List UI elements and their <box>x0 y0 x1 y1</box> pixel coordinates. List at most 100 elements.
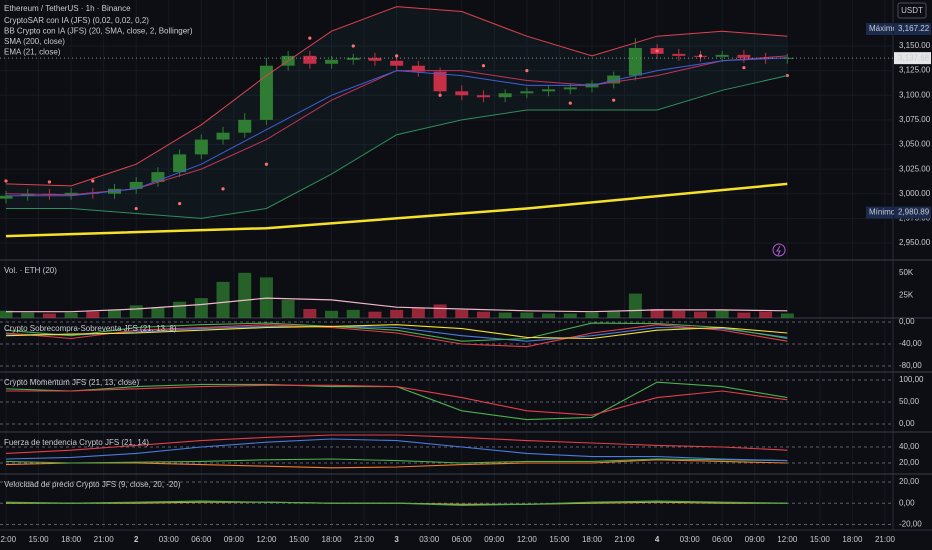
candle-body <box>325 59 339 64</box>
volume-bar <box>129 305 143 318</box>
series-line <box>5 434 788 454</box>
candle-body <box>390 60 404 66</box>
candle-body <box>433 71 447 92</box>
volume-bar <box>759 311 773 318</box>
x-tick-label: 15:00 <box>549 535 570 544</box>
x-tick-label: 21:00 <box>875 535 896 544</box>
candle-body <box>780 57 794 59</box>
candle-body <box>129 181 143 189</box>
candle-body <box>476 95 490 98</box>
volume-bar <box>433 304 447 318</box>
y-tick-label: 50,00 <box>899 397 920 406</box>
sar-dot <box>134 206 138 211</box>
pane-title: Velocidad de precio Crypto JFS (9, close… <box>4 480 181 489</box>
volume-bar <box>672 310 686 318</box>
volume-bar <box>303 308 317 318</box>
volume-bar <box>42 313 56 318</box>
candle-body <box>607 75 621 84</box>
volume-bar <box>21 312 35 318</box>
last-price-badge <box>894 52 931 65</box>
price-badge <box>894 23 931 36</box>
x-tick-label: 3 <box>394 535 399 544</box>
pane <box>0 6 893 244</box>
y-tick-label: 100,00 <box>899 375 924 384</box>
pane <box>0 434 893 469</box>
candle-body <box>737 54 751 58</box>
legend-entry: SMA (200, close) <box>4 37 65 46</box>
legend-entry: EMA (21, close) <box>4 48 61 57</box>
x-tick-label: 18:00 <box>842 535 863 544</box>
candle-body <box>194 139 208 155</box>
candle-body <box>715 54 729 57</box>
x-tick-label: 15:00 <box>29 535 50 544</box>
sar-dot <box>178 202 182 206</box>
price-badge-label: 3,167.22 <box>898 24 930 33</box>
x-tick-label: 06:00 <box>191 535 212 544</box>
x-tick-label: 06:00 <box>712 535 733 544</box>
sar-dot <box>351 44 355 48</box>
x-tick-label: 21:00 <box>354 535 375 544</box>
series-line <box>6 57 788 197</box>
volume-bar <box>737 312 751 318</box>
currency-button[interactable] <box>897 2 927 19</box>
y-tick-label: 20,00 <box>899 477 920 486</box>
x-tick-label: 03:00 <box>419 535 440 544</box>
x-tick-label: 12:00 <box>256 535 277 544</box>
x-tick-label: 18:00 <box>61 535 82 544</box>
y-tick-label: 3,000.00 <box>899 189 931 198</box>
legend-entry: CryptoSAR con IA (JFS) (0,02, 0,02, 0,2) <box>4 16 149 25</box>
y-tick-label: 50K <box>899 268 914 277</box>
y-tick-label: -80,00 <box>899 361 922 370</box>
volume-bar <box>238 272 252 318</box>
candle-body <box>303 55 317 64</box>
x-tick-label: 09:00 <box>224 535 245 544</box>
y-tick-label: 2,950.00 <box>899 238 931 247</box>
y-tick-label: 3,050.00 <box>899 140 931 149</box>
x-tick-label: 09:00 <box>745 535 766 544</box>
series-line <box>5 324 788 348</box>
price-axis <box>893 0 932 550</box>
sar-dot <box>308 36 312 40</box>
volume-bar <box>585 312 599 318</box>
sar-dot <box>525 69 529 73</box>
volume-bar <box>281 299 295 318</box>
y-tick-label: 3,150.00 <box>899 41 931 50</box>
y-tick-label: 20,00 <box>899 458 920 467</box>
volume-bar <box>628 293 642 318</box>
series-line <box>5 459 788 469</box>
candle-body <box>628 47 642 76</box>
volume-bar <box>650 308 664 318</box>
sar-dot <box>221 187 225 191</box>
volume-bar <box>476 311 490 318</box>
candle-body <box>455 91 469 96</box>
volume-bar <box>64 312 78 318</box>
price-badge-label: 2,980.89 <box>898 208 930 217</box>
candle-body <box>368 57 382 61</box>
volume-bar <box>108 309 122 318</box>
sar-dot <box>264 162 269 166</box>
sar-dot <box>655 49 659 53</box>
sar-dot <box>568 101 572 105</box>
y-tick-label: 0,00 <box>899 498 915 507</box>
x-tick-label: 03:00 <box>159 535 180 544</box>
x-tick-label: 06:00 <box>452 535 473 544</box>
annotation-label: Máximo <box>869 24 898 33</box>
series-line <box>5 458 788 464</box>
last-price-label: 3,137.68 <box>898 53 930 62</box>
volume-bar <box>780 313 794 318</box>
sar-dot <box>742 66 746 70</box>
sar-dot <box>698 54 703 58</box>
series-line <box>5 500 788 506</box>
event-icon[interactable] <box>772 243 786 257</box>
x-tick-label: 2 <box>134 535 139 544</box>
sar-dot <box>785 73 789 78</box>
x-tick-label: 09:00 <box>484 535 505 544</box>
sar-dot <box>47 180 52 184</box>
y-tick-label: 40,00 <box>899 442 920 451</box>
series-line <box>5 182 788 238</box>
volume-bar <box>0 310 13 318</box>
y-tick-label: 0,00 <box>899 419 915 428</box>
chart-title: Ethereum / TetherUS · 1h · Binance <box>4 4 131 13</box>
volume-bar <box>390 309 404 318</box>
